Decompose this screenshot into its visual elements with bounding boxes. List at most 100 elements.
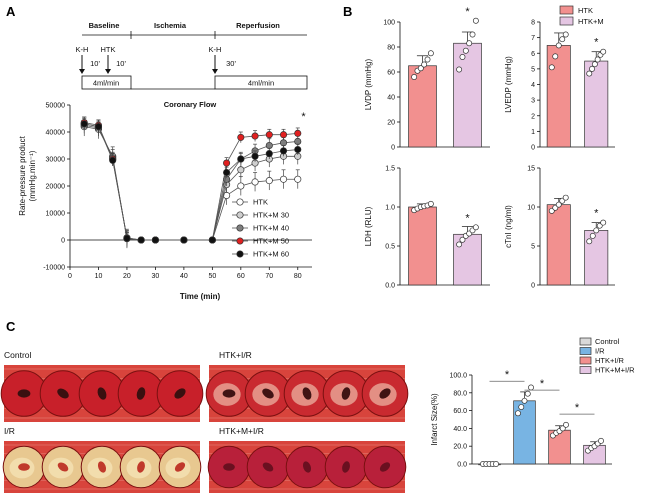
- bar-htk-m: [584, 230, 609, 286]
- bar-data-point: [456, 241, 463, 248]
- legend-c-swatch: [579, 347, 592, 355]
- chart-c-significance: *: [575, 402, 580, 414]
- bar-data-point: [562, 31, 569, 38]
- chart-a-point: [237, 155, 245, 163]
- photo-label: HTK+M+I/R: [219, 426, 264, 436]
- heart-slice-lumen: [342, 461, 350, 473]
- bar-chart-ytick-label: 0: [531, 283, 535, 290]
- chart-a-legend-label: HTK+M 60: [253, 250, 289, 259]
- heart-slice-lumen: [174, 388, 186, 399]
- chart-a-point: [123, 234, 131, 242]
- marker-kh-2: K-H: [209, 45, 222, 54]
- chart-c-ylabel: Infarct Size(%): [430, 393, 439, 446]
- bar-data-point: [459, 54, 466, 60]
- bar-data-point: [563, 421, 569, 428]
- chart-a-legend-label: HTK: [253, 198, 268, 207]
- chart-a-point: [251, 178, 259, 186]
- chart-a-xtick-label: 10: [95, 273, 103, 280]
- bar-chart-ytick-label: 20.0: [453, 444, 467, 451]
- legend-c-swatch: [579, 337, 592, 346]
- chart-a-point: [251, 132, 259, 140]
- bar-data-point: [559, 36, 566, 43]
- duration-3: 30': [226, 59, 236, 68]
- heart-slice-lumen: [262, 462, 274, 472]
- bar-chart-ytick-label: 15: [527, 166, 535, 173]
- bar-htk: [546, 204, 571, 286]
- legend-b: HTK HTK+M: [559, 5, 604, 26]
- bar-chart-ytick-label: 60: [387, 70, 395, 77]
- chart-a-legend-marker: [236, 211, 244, 219]
- legend-b-swatch: [559, 16, 574, 26]
- chart-a-point: [223, 159, 231, 167]
- bar-data-point: [518, 404, 525, 410]
- bar-chart-ytick-label: 0.0: [457, 462, 467, 469]
- chart-ylabel: LVEDP (mmHg): [504, 56, 513, 113]
- bar-data-point: [427, 50, 434, 57]
- marker-htk: HTK: [101, 45, 116, 54]
- heart-slice-lumen: [17, 389, 31, 398]
- bar-chart-ytick-label: 80.0: [453, 390, 467, 397]
- bar-chart-ytick-label: 60.0: [453, 408, 467, 415]
- chart-ylabel: LVDP (mmHg): [364, 59, 373, 111]
- bar-htk: [408, 206, 437, 286]
- flow-label-baseline: 4ml/min: [93, 79, 119, 88]
- heart-slice-lumen: [302, 461, 312, 473]
- bar-data-point: [472, 17, 479, 24]
- chart-a-ylabel-units: (mmHg.min⁻¹): [28, 150, 37, 201]
- chart-a-ytick-label: 30000: [46, 157, 66, 164]
- chart-a-point: [208, 236, 216, 244]
- heart-slice-lumen: [18, 463, 30, 471]
- chart-a-point: [109, 156, 117, 164]
- photo-label: Control: [4, 350, 32, 360]
- chart-c-significance: *: [505, 369, 510, 381]
- chart-a-xtick-label: 40: [180, 273, 188, 280]
- chart-a-point: [151, 236, 159, 244]
- chart-a-point: [265, 141, 273, 150]
- bar-chart-ytick-label: 0: [531, 145, 535, 152]
- bar-chart-ytick-label: 100.0: [449, 373, 467, 380]
- bar-data-point: [555, 201, 562, 208]
- chart-b-ldh: 0.0 0.5 1.0 1.5 LDH (RLU) *: [364, 166, 490, 290]
- chart-a-xlabel: Time (min): [180, 292, 221, 301]
- chart-a-point: [294, 175, 302, 183]
- chart-a-point: [279, 139, 288, 147]
- bar-data-point: [586, 70, 593, 77]
- bar-data-point: [589, 65, 596, 72]
- chart-a-legend-label: HTK+M 30: [253, 211, 289, 220]
- bar-data-point: [589, 232, 596, 239]
- chart-a-point: [279, 131, 288, 139]
- chart-significance: *: [465, 212, 470, 224]
- panel-b-letter: B: [343, 4, 352, 19]
- bar-data-point: [411, 74, 418, 80]
- bar-data-point: [417, 65, 424, 72]
- heart-slice-lumen: [222, 389, 236, 398]
- chart-a-legend-label: HTK+M 40: [253, 224, 289, 233]
- legend-b-swatch: [559, 5, 574, 15]
- legend-c-swatch: [579, 356, 592, 365]
- heart-slice-lumen: [379, 462, 391, 472]
- bar-i-r: [513, 400, 536, 465]
- bar-data-point: [555, 42, 562, 49]
- chart-b-ctni: 0 5 10 15 cTnI (ng/ml) *: [504, 166, 615, 290]
- heart-slice-lumen: [302, 387, 312, 400]
- bar-data-point: [462, 47, 469, 54]
- chart-a-point: [265, 177, 273, 185]
- chart-a-point: [237, 182, 245, 190]
- chart-b-lvdp: 0 20 40 60 80 100 LVDP (mmHg) *: [364, 6, 490, 152]
- bar-data-point: [424, 56, 431, 63]
- heart-slice-lumen: [137, 461, 145, 473]
- chart-a-point: [94, 123, 103, 131]
- bar-chart-ytick-label: 6: [531, 51, 535, 58]
- legend-b-label: HTK+M: [578, 17, 604, 26]
- bar-data-point: [524, 390, 531, 397]
- chart-a-point: [137, 236, 145, 244]
- duration-2: 10': [116, 59, 126, 68]
- bar-data-point: [421, 61, 428, 68]
- bar-data-point: [586, 238, 593, 245]
- chart-a-point: [294, 146, 302, 154]
- bar-data-point: [515, 410, 521, 417]
- chart-a-ytick-label: 40000: [46, 130, 66, 137]
- bar-data-point: [521, 397, 528, 404]
